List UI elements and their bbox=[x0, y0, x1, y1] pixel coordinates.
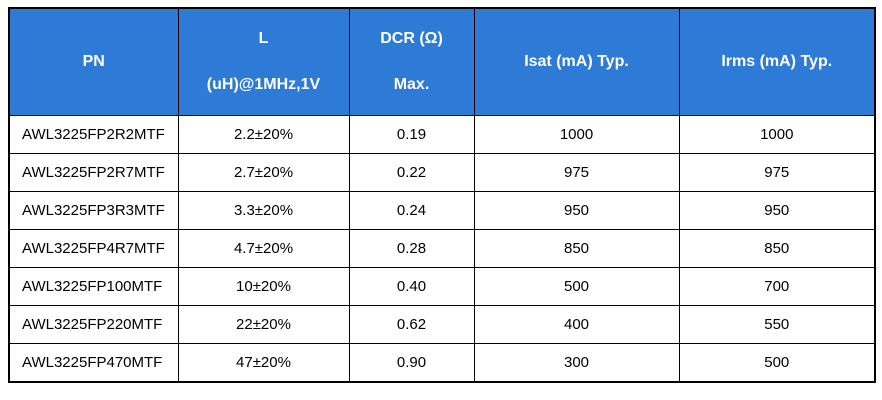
col-header-dcr-line1: DCR (Ω) bbox=[380, 30, 443, 47]
irms-cell: 850 bbox=[678, 229, 876, 268]
table-row: AWL3225FP470MTF 47±20% 0.90 300 500 bbox=[8, 343, 876, 383]
irms-cell: 1000 bbox=[678, 115, 876, 154]
col-header-pn-label: PN bbox=[82, 53, 105, 70]
isat-cell: 975 bbox=[473, 153, 680, 192]
col-header-irms: Irms (mA) Typ. bbox=[678, 7, 876, 116]
col-header-inductance: L (uH)@1MHz,1V bbox=[177, 7, 350, 116]
dcr-cell: 0.90 bbox=[348, 343, 475, 383]
dcr-cell: 0.22 bbox=[348, 153, 475, 192]
irms-cell: 950 bbox=[678, 191, 876, 230]
inductance-cell: 47±20% bbox=[177, 343, 350, 383]
col-header-dcr-line2: Max. bbox=[393, 76, 430, 93]
table-row: AWL3225FP3R3MTF 3.3±20% 0.24 950 950 bbox=[8, 191, 876, 230]
isat-cell: 850 bbox=[473, 229, 680, 268]
irms-cell: 550 bbox=[678, 305, 876, 344]
isat-cell: 1000 bbox=[473, 115, 680, 154]
inductance-cell: 2.7±20% bbox=[177, 153, 350, 192]
pn-cell: AWL3225FP2R7MTF bbox=[8, 153, 179, 192]
dcr-cell: 0.62 bbox=[348, 305, 475, 344]
pn-cell: AWL3225FP2R2MTF bbox=[8, 115, 179, 154]
col-header-isat: Isat (mA) Typ. bbox=[473, 7, 680, 116]
pn-cell: AWL3225FP3R3MTF bbox=[8, 191, 179, 230]
header-row: PN L (uH)@1MHz,1V DCR (Ω) Max. Isat (mA)… bbox=[8, 7, 876, 116]
col-header-dcr: DCR (Ω) Max. bbox=[348, 7, 475, 116]
irms-cell: 975 bbox=[678, 153, 876, 192]
isat-cell: 500 bbox=[473, 267, 680, 306]
pn-cell: AWL3225FP4R7MTF bbox=[8, 229, 179, 268]
dcr-cell: 0.40 bbox=[348, 267, 475, 306]
pn-cell: AWL3225FP470MTF bbox=[8, 343, 179, 383]
dcr-cell: 0.24 bbox=[348, 191, 475, 230]
table-row: AWL3225FP220MTF 22±20% 0.62 400 550 bbox=[8, 305, 876, 344]
pn-cell: AWL3225FP220MTF bbox=[8, 305, 179, 344]
inductance-cell: 22±20% bbox=[177, 305, 350, 344]
table-row: AWL3225FP2R2MTF 2.2±20% 0.19 1000 1000 bbox=[8, 115, 876, 154]
pn-cell: AWL3225FP100MTF bbox=[8, 267, 179, 306]
col-header-inductance-line1: L bbox=[258, 30, 269, 47]
irms-cell: 500 bbox=[678, 343, 876, 383]
col-header-inductance-line2: (uH)@1MHz,1V bbox=[206, 76, 321, 93]
irms-cell: 700 bbox=[678, 267, 876, 306]
isat-cell: 300 bbox=[473, 343, 680, 383]
dcr-cell: 0.19 bbox=[348, 115, 475, 154]
table-row: AWL3225FP2R7MTF 2.7±20% 0.22 975 975 bbox=[8, 153, 876, 192]
inductance-cell: 4.7±20% bbox=[177, 229, 350, 268]
col-header-pn: PN bbox=[8, 7, 179, 116]
col-header-irms-label: Irms (mA) Typ. bbox=[721, 53, 833, 70]
inductance-cell: 10±20% bbox=[177, 267, 350, 306]
col-header-isat-label: Isat (mA) Typ. bbox=[524, 53, 629, 70]
isat-cell: 400 bbox=[473, 305, 680, 344]
inductance-cell: 3.3±20% bbox=[177, 191, 350, 230]
isat-cell: 950 bbox=[473, 191, 680, 230]
inductance-cell: 2.2±20% bbox=[177, 115, 350, 154]
table-row: AWL3225FP4R7MTF 4.7±20% 0.28 850 850 bbox=[8, 229, 876, 268]
table-row: AWL3225FP100MTF 10±20% 0.40 500 700 bbox=[8, 267, 876, 306]
dcr-cell: 0.28 bbox=[348, 229, 475, 268]
inductor-spec-table: PN L (uH)@1MHz,1V DCR (Ω) Max. Isat (mA)… bbox=[8, 7, 876, 383]
